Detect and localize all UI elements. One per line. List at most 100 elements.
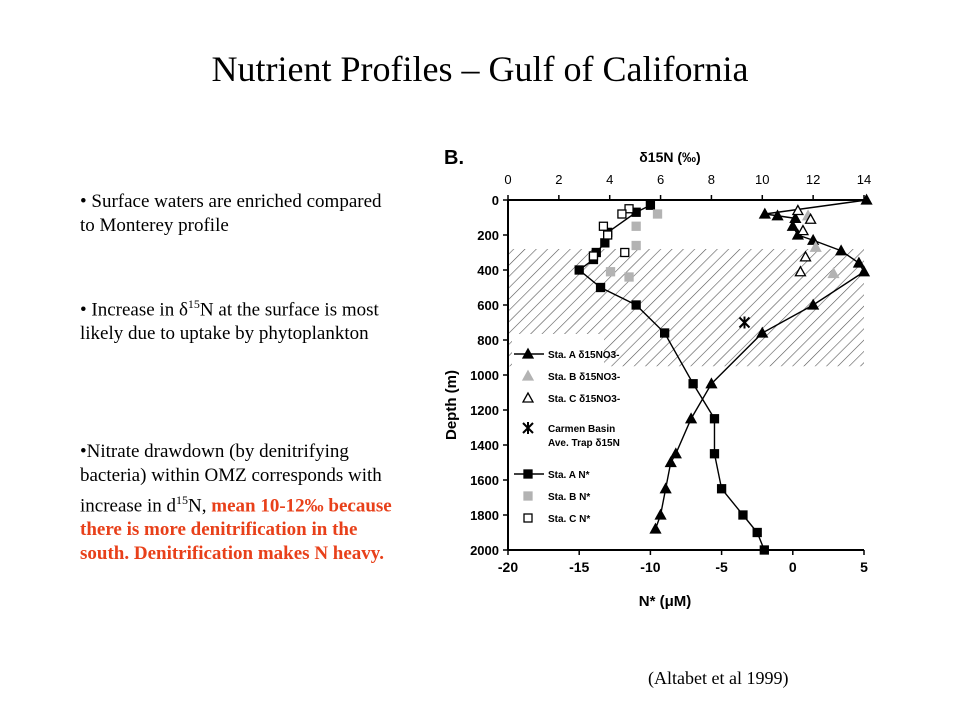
legend-marker <box>523 469 533 479</box>
data-point <box>631 221 641 231</box>
bullet-suffix: N at the surface is most likely due to u… <box>80 299 379 345</box>
legend-label: Sta. C N* <box>548 514 590 525</box>
data-point <box>759 545 769 555</box>
y-tick-label: 800 <box>477 333 499 348</box>
data-point <box>617 209 627 219</box>
superscript: 15 <box>187 297 200 311</box>
bullet-nitrate-drawdown: •Nitrate drawdown (by denitrifying bacte… <box>80 441 392 565</box>
data-point <box>649 522 662 534</box>
top-tick-label: 10 <box>755 172 769 187</box>
bullet-prefix: Increase in <box>91 299 179 321</box>
bottom-tick-label: -20 <box>498 559 518 575</box>
bullet-surface-enriched: • Surface waters are enriched compared t… <box>80 191 382 236</box>
data-point <box>796 224 810 236</box>
top-tick-label: 8 <box>708 172 715 187</box>
legend-marker <box>521 391 535 403</box>
data-point <box>595 282 606 293</box>
y-tick-label: 1800 <box>470 508 499 523</box>
data-point <box>588 251 599 261</box>
data-point <box>756 326 769 338</box>
superscript: 15 <box>176 493 189 507</box>
data-point <box>631 240 641 251</box>
legend-label: Sta. B N* <box>548 492 590 503</box>
legend-label: Sta. A δ15NO3- <box>548 350 619 361</box>
data-point <box>600 238 610 248</box>
data-point <box>709 449 720 459</box>
data-point <box>645 200 656 210</box>
delta-symbol: δ <box>178 299 188 321</box>
bullet-text: Surface waters are enriched compared to … <box>80 191 382 236</box>
slide-title: Nutrient Profiles – Gulf of California <box>211 49 749 89</box>
bullet-emphasis: mean 10-12‰ because there is more denitr… <box>80 495 392 565</box>
legend-marker <box>523 491 533 501</box>
data-point <box>807 298 820 310</box>
nutrient-profile-figure: B. δ15N (‰) N* (μM) Depth (m) 0 2 4 6 8 10 12 1… <box>430 140 880 610</box>
top-tick-label: 2 <box>555 172 562 187</box>
data-point <box>664 456 677 468</box>
bullet-mid: N, <box>188 495 212 517</box>
y-tick-label: 1200 <box>470 403 499 418</box>
data-point <box>794 265 807 277</box>
data-point <box>835 244 848 256</box>
data-point <box>752 527 762 538</box>
data-point <box>786 219 799 231</box>
data-point <box>631 300 641 310</box>
bullet-increase-d15n: • Increase in δ15N at the surface is mos… <box>80 297 379 345</box>
legend-label: Sta. C δ15NO3- <box>548 394 620 405</box>
panel-label: B. <box>444 147 464 169</box>
data-point <box>659 482 672 494</box>
data-point <box>605 267 616 277</box>
data-point <box>669 447 682 459</box>
top-tick-label: 12 <box>806 172 820 187</box>
y-axis-label: Depth (m) <box>443 370 460 440</box>
bottom-tick-label: -5 <box>715 559 728 575</box>
legend-marker <box>523 513 533 523</box>
bullet-prefix: Nitrate drawdown (by denitrifying bacter… <box>80 441 382 517</box>
legend-label: Ave. Trap δ15N <box>548 438 620 449</box>
data-point <box>652 209 663 219</box>
top-tick-label: 4 <box>606 172 613 187</box>
data-point <box>603 230 613 240</box>
data-point <box>659 328 670 338</box>
legend-label: Sta. B δ15NO3- <box>548 372 620 383</box>
y-tick-label: 0 <box>492 193 499 208</box>
data-point <box>771 209 784 221</box>
bottom-tick-label: -10 <box>640 559 660 575</box>
legend-marker <box>522 422 534 434</box>
top-tick-label: 6 <box>657 172 664 187</box>
data-point <box>738 510 748 520</box>
data-point <box>804 212 817 224</box>
data-point <box>716 484 727 494</box>
data-point <box>684 412 698 424</box>
bottom-tick-label: -15 <box>569 559 589 575</box>
y-tick-label: 200 <box>477 228 499 243</box>
y-tick-label: 1000 <box>470 368 499 383</box>
y-tick-label: 2000 <box>470 543 499 558</box>
profile-chart: B. δ15N (‰) N* (μM) Depth (m) 0 2 4 6 8 10 12 1… <box>443 147 873 610</box>
data-point <box>827 267 840 279</box>
top-tick-label: 0 <box>504 172 511 187</box>
data-point <box>809 240 822 252</box>
y-tick-label: 1400 <box>470 438 499 453</box>
data-point <box>857 265 871 277</box>
data-point <box>709 414 720 424</box>
chart-legend: Sta. A δ15NO3- Sta. B δ15NO3- Sta. C δ15NO… <box>514 347 620 525</box>
legend-label: Carmen Basin <box>548 424 615 435</box>
top-tick-label: 14 <box>857 172 871 187</box>
data-point <box>860 193 873 205</box>
data-point <box>799 250 812 262</box>
y-tick-label: 400 <box>477 263 499 278</box>
bottom-axis-label: N* (μM) <box>639 593 692 610</box>
legend-label: Sta. A N* <box>548 470 590 481</box>
top-axis-label: δ15N (‰) <box>639 149 700 165</box>
data-point <box>688 379 698 389</box>
data-point <box>705 377 718 389</box>
data-point <box>624 272 634 282</box>
data-point <box>624 204 634 214</box>
legend-marker <box>521 369 535 381</box>
data-point <box>598 221 609 231</box>
legend-marker <box>521 347 535 359</box>
y-tick-label: 600 <box>477 298 499 313</box>
data-point <box>574 265 584 275</box>
data-point <box>654 508 667 520</box>
